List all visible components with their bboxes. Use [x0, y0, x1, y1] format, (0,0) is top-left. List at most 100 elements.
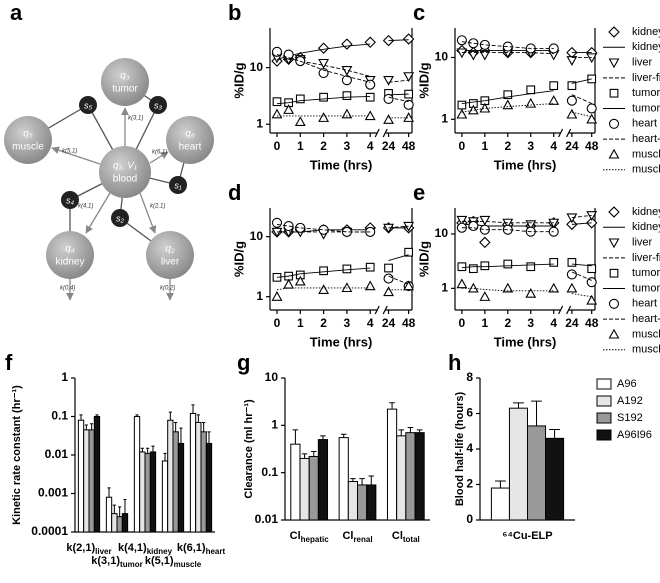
- error-bar: [531, 400, 542, 426]
- bar: [149, 451, 157, 533]
- organ-node: [46, 231, 94, 279]
- marker: [456, 35, 467, 46]
- marker: [283, 278, 295, 289]
- fit-line: [276, 223, 371, 233]
- bar: [177, 442, 185, 533]
- marker: [457, 100, 467, 110]
- axis-break: [382, 128, 388, 138]
- marker: [549, 81, 559, 91]
- marker: [566, 56, 578, 66]
- y-tick-label: 10: [250, 229, 264, 243]
- y-tick-label: 1: [441, 111, 448, 125]
- x-tick-label: 48: [402, 316, 416, 330]
- marker: [403, 112, 415, 122]
- error-bar: [407, 426, 414, 433]
- error-bar: [368, 475, 375, 485]
- fit-line: [461, 263, 554, 269]
- y-axis-label: Kinetic rate constant (hr⁻¹): [11, 385, 23, 525]
- x-tick-label: 1: [481, 139, 488, 153]
- marker: [502, 99, 514, 110]
- marker: [383, 93, 394, 104]
- error-bar: [174, 421, 178, 432]
- legend-label: muscle: [632, 328, 660, 340]
- marker: [566, 213, 578, 224]
- y-tick-label: 2: [466, 477, 473, 491]
- marker: [503, 259, 513, 269]
- category-label: Cltotal: [392, 530, 420, 544]
- marker: [502, 282, 514, 293]
- x-tick-label: 3: [344, 139, 351, 153]
- bar: [133, 416, 141, 533]
- marker: [403, 99, 414, 110]
- x-tick-label: 48: [585, 139, 599, 153]
- fit-line: [461, 90, 554, 104]
- x-tick-label: 2: [320, 316, 327, 330]
- x-axis-label: Time (hrs): [310, 334, 373, 349]
- marker: [384, 263, 393, 273]
- category-sub: total: [403, 535, 420, 544]
- bar: [83, 429, 90, 533]
- x-tick-label: 24: [382, 316, 396, 330]
- marker: [467, 104, 479, 115]
- x-tick-label: 4: [367, 316, 374, 330]
- error-bar: [95, 414, 99, 417]
- node-label: q₂: [165, 244, 175, 255]
- organ-node: [146, 231, 194, 279]
- legend-label: tumor-fit: [632, 102, 660, 114]
- marker: [608, 118, 620, 129]
- x-tick-label: 48: [585, 316, 599, 330]
- legend-label: heart-fit: [632, 133, 660, 145]
- error-bar: [112, 504, 116, 514]
- marker: [586, 103, 597, 114]
- organ-nodes: q₁, V₁ blood q₃ tumor q₆ heart q₂ liver …: [4, 58, 214, 279]
- marker: [468, 220, 479, 232]
- node-name: muscle: [12, 142, 44, 153]
- marker: [566, 269, 577, 280]
- marker: [468, 264, 478, 274]
- error-bar: [146, 447, 150, 454]
- marker: [480, 261, 490, 271]
- node-label: q₆: [185, 129, 195, 140]
- bar: [386, 408, 398, 521]
- marker: [383, 273, 394, 284]
- x-axis-label: Time (hrs): [494, 157, 557, 172]
- bar: [405, 432, 416, 521]
- legend-label: tumor: [632, 87, 660, 99]
- axis-break: [558, 305, 564, 315]
- category-main: k(2,1): [66, 542, 95, 554]
- node-name: heart: [179, 142, 202, 153]
- bar: [290, 443, 301, 521]
- marker: [587, 74, 597, 84]
- fit-line: [276, 287, 371, 291]
- error-bar: [202, 421, 206, 432]
- error-bar: [123, 498, 127, 514]
- bar: [545, 437, 565, 521]
- bar: [172, 431, 179, 533]
- fit-line: [276, 95, 371, 105]
- legend-label: liver-fit: [632, 72, 660, 84]
- diagram: a k(3,1) k(6,1) k(2,1) k(4,1) k(5,1) k(0…: [4, 0, 214, 301]
- y-tick-label: 10: [435, 50, 449, 64]
- fit-line: [388, 96, 409, 103]
- marker: [456, 108, 468, 119]
- marker: [383, 76, 394, 86]
- fit-line: [461, 227, 554, 233]
- marker: [566, 95, 577, 106]
- fit-line: [571, 111, 592, 118]
- rate-label: k(0,4): [60, 286, 75, 292]
- y-axis-label: Clearance (ml hr⁻¹): [243, 399, 255, 499]
- fit-line: [461, 287, 554, 292]
- category-label: k(3,1)tumor: [91, 555, 142, 569]
- fit-line: [571, 293, 592, 298]
- bar: [299, 457, 310, 521]
- y-tick-label: 10: [250, 60, 264, 74]
- legend-label: liver: [632, 57, 653, 69]
- bar: [357, 484, 368, 521]
- error-bar: [90, 423, 94, 430]
- bar: [105, 496, 113, 533]
- legend-label: A96: [617, 378, 637, 390]
- fit-line: [571, 214, 592, 219]
- bar: [396, 435, 407, 521]
- node-label: q₄: [65, 244, 75, 255]
- marker: [479, 215, 491, 226]
